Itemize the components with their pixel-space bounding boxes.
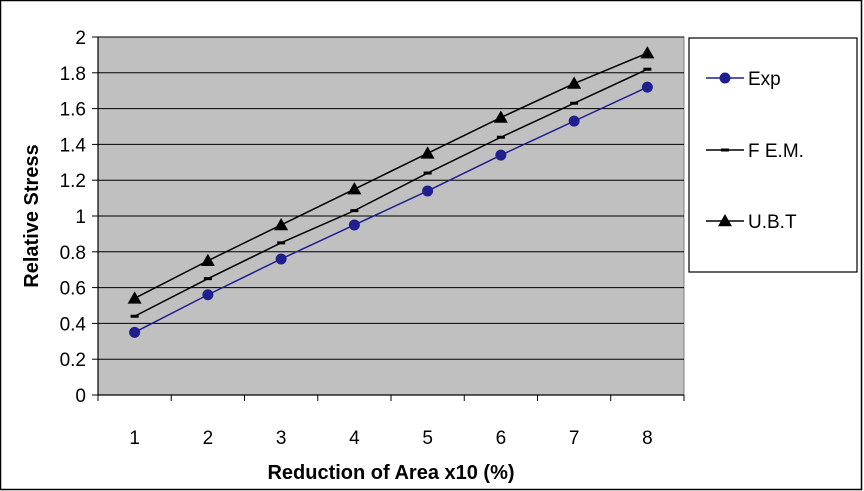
x-tick-label: 3 bbox=[276, 428, 287, 449]
data-point bbox=[640, 46, 655, 59]
legend-label: U.B.T bbox=[748, 212, 797, 233]
y-tick-label: 1.4 bbox=[60, 135, 87, 156]
data-point bbox=[274, 217, 289, 231]
x-axis-label: Reduction of Area x10 (%) bbox=[267, 462, 514, 484]
data-point bbox=[568, 115, 580, 127]
data-point bbox=[493, 110, 508, 123]
data-point bbox=[495, 149, 507, 161]
y-tick-label: 0.8 bbox=[60, 243, 86, 264]
y-tick-label: 1.6 bbox=[60, 100, 86, 121]
x-tick-label: 8 bbox=[642, 428, 653, 449]
x-tick-label: 1 bbox=[129, 428, 140, 449]
data-point bbox=[129, 326, 141, 338]
data-point bbox=[350, 209, 359, 213]
legend: Exp F E.M. U.B.T bbox=[688, 37, 858, 273]
x-tick-label: 2 bbox=[203, 428, 214, 449]
legend-entry: F E.M. bbox=[706, 141, 804, 162]
series-exp bbox=[129, 81, 653, 338]
x-tick-label: 6 bbox=[496, 428, 507, 449]
data-point bbox=[570, 101, 579, 105]
y-tick-label: 1.8 bbox=[60, 64, 86, 85]
legend-label: F E.M. bbox=[748, 141, 804, 162]
series bbox=[127, 46, 655, 338]
data-point bbox=[420, 146, 435, 159]
axes bbox=[92, 36, 685, 401]
data-point bbox=[203, 277, 212, 281]
y-tick-labels: 0 0.2 0.4 0.6 0.8 1 1.2 1.4 1.6 1.8 2 bbox=[60, 28, 87, 407]
series-line bbox=[134, 52, 648, 300]
gridlines bbox=[98, 36, 684, 360]
data-point bbox=[202, 289, 214, 301]
data-point bbox=[347, 182, 362, 195]
data-point bbox=[423, 171, 432, 175]
data-point bbox=[130, 314, 139, 318]
series-f-e-m bbox=[130, 67, 652, 318]
legend-label: Exp bbox=[748, 69, 781, 90]
y-tick-label: 0 bbox=[75, 386, 86, 407]
y-axis-label: Relative Stress bbox=[21, 144, 43, 287]
data-point bbox=[422, 185, 434, 197]
x-tick-label: 7 bbox=[569, 428, 580, 449]
legend-entry: U.B.T bbox=[706, 212, 797, 233]
legend-marker bbox=[721, 148, 729, 152]
legend-marker bbox=[719, 72, 731, 84]
legend-entry: Exp bbox=[706, 69, 781, 90]
x-tick-labels: 1 2 3 4 5 6 7 8 bbox=[129, 428, 652, 449]
x-tick-label: 4 bbox=[349, 428, 360, 449]
data-point bbox=[348, 219, 360, 231]
data-point bbox=[275, 253, 287, 265]
data-point bbox=[277, 241, 286, 245]
series-line bbox=[134, 86, 648, 334]
x-tick-label: 5 bbox=[422, 428, 433, 449]
y-tick-label: 0.2 bbox=[60, 350, 86, 371]
data-point bbox=[567, 76, 582, 89]
y-tick-label: 0.6 bbox=[60, 279, 86, 300]
data-point bbox=[496, 135, 505, 139]
data-point bbox=[200, 253, 215, 266]
legend-box bbox=[688, 37, 858, 273]
y-tick-label: 0.4 bbox=[60, 314, 87, 335]
y-tick-label: 1.2 bbox=[60, 171, 86, 192]
y-tick-label: 1 bbox=[75, 207, 86, 228]
y-tick-label: 2 bbox=[75, 28, 86, 49]
data-point bbox=[127, 291, 142, 304]
series-u-b-t bbox=[127, 46, 655, 304]
data-point bbox=[643, 67, 652, 71]
data-point bbox=[641, 81, 653, 93]
legend-marker bbox=[718, 214, 732, 227]
series-line bbox=[134, 68, 648, 317]
